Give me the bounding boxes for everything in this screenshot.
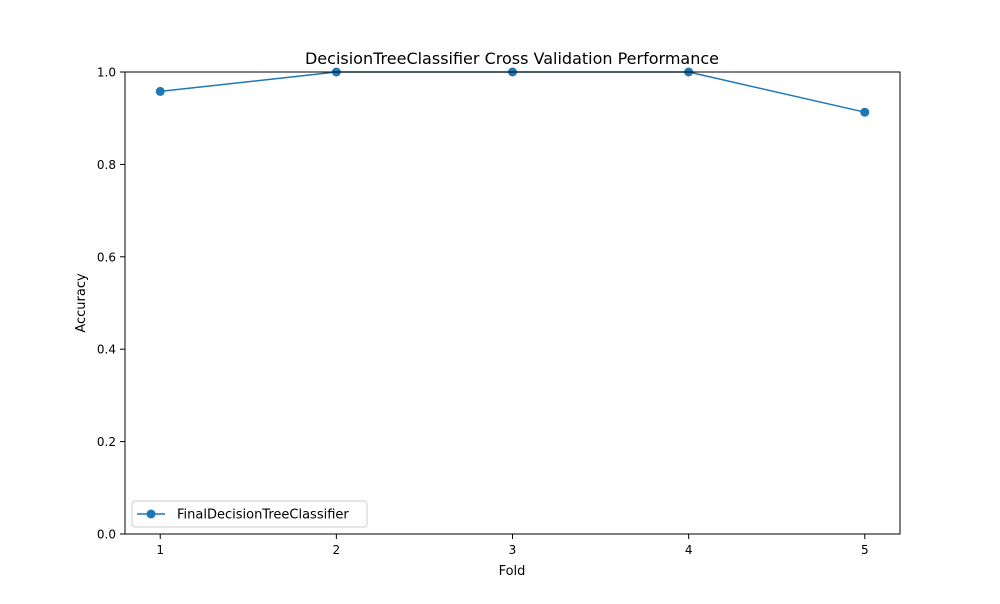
series-line bbox=[160, 71, 865, 113]
ticks-layer: 1 2 3 4 5 0.0 0.2 0.4 0.6 0.8 1.0 bbox=[97, 66, 869, 558]
x-tick-label: 4 bbox=[685, 543, 693, 557]
y-tick-label: 0.2 bbox=[97, 435, 116, 449]
y-axis-label: Accuracy bbox=[74, 273, 89, 333]
legend-marker-swatch bbox=[146, 509, 156, 519]
y-tick-label: 0.6 bbox=[97, 250, 116, 264]
legend-box bbox=[131, 500, 368, 528]
legend: FinalDecisionTreeClassifier bbox=[131, 500, 368, 528]
series-layer bbox=[155, 67, 870, 117]
legend-label: FinalDecisionTreeClassifier bbox=[177, 508, 349, 523]
data-point-marker bbox=[860, 107, 870, 117]
y-tick-label: 0.4 bbox=[97, 343, 116, 357]
y-tick-label: 0.8 bbox=[97, 158, 116, 172]
y-tick-label: 1.0 bbox=[97, 66, 116, 80]
y-tick-label: 0.0 bbox=[97, 528, 116, 542]
data-point-marker bbox=[155, 86, 165, 96]
plot-area-frame bbox=[124, 71, 901, 535]
x-tick-label: 1 bbox=[156, 543, 164, 557]
x-tick-label: 2 bbox=[333, 543, 341, 557]
x-axis-label: Fold bbox=[499, 564, 526, 579]
x-tick-label: 3 bbox=[509, 543, 517, 557]
x-tick-label: 5 bbox=[861, 543, 869, 557]
chart-title: DecisionTreeClassifier Cross Validation … bbox=[305, 49, 719, 68]
